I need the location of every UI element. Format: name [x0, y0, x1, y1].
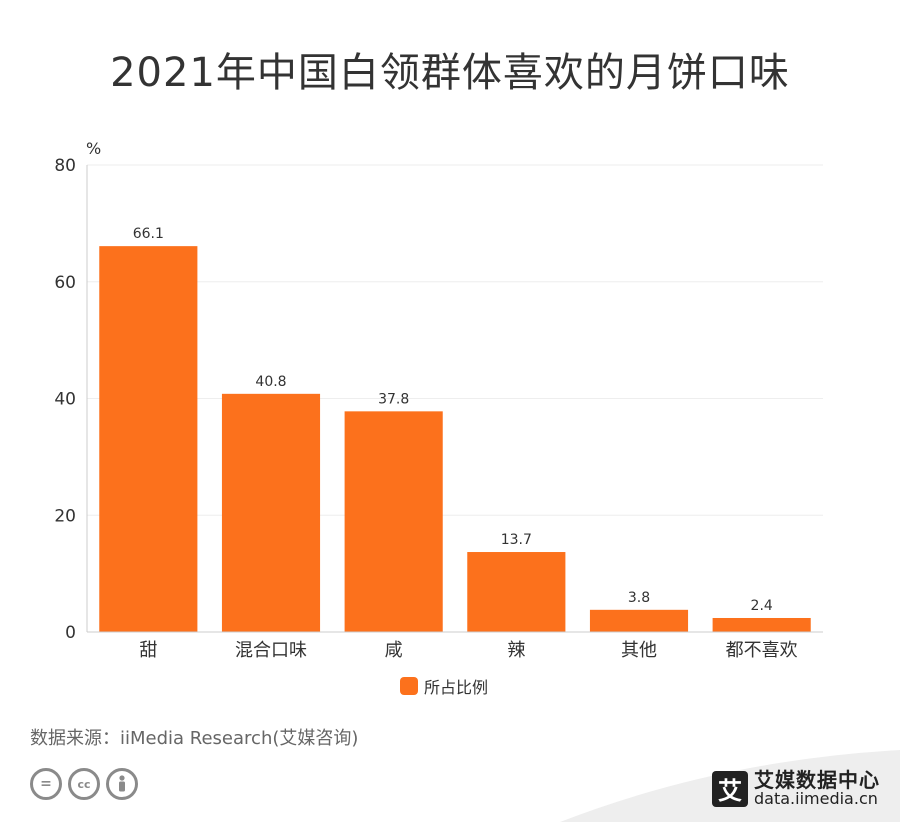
legend-swatch	[400, 677, 418, 695]
bar-chart: % 0 20 40 60 80 66.1 甜 40.8 混合口味 37.8 咸 13.7 辣 3.8 其他 2.…	[54, 139, 823, 661]
license-icons: = cc	[30, 768, 138, 800]
bar	[467, 552, 566, 632]
y-tick-label: 80	[54, 156, 76, 176]
legend[interactable]: 所占比例	[400, 676, 489, 697]
brand[interactable]: 艾 艾媒数据中心 data.iimedia.cn	[712, 770, 880, 808]
chart-area: % 0 20 40 60 80 66.1 甜 40.8 混合口味 37.8 咸 13.7 辣 3.8 其他 2.…	[0, 130, 900, 710]
bar	[589, 609, 689, 632]
bar	[344, 411, 443, 632]
x-tick-label: 辣	[507, 640, 525, 661]
y-tick-label: 40	[54, 390, 76, 410]
data-label: 66.1	[133, 226, 164, 242]
brand-logo-icon: 艾	[712, 770, 748, 807]
data-label: 2.4	[751, 598, 773, 614]
brand-url: data.iimedia.cn	[754, 789, 878, 808]
data-label: 3.8	[628, 590, 650, 606]
y-tick-label: 20	[54, 506, 76, 526]
y-tick-label: 60	[54, 273, 76, 293]
source-note: 数据来源：iiMedia Research(艾媒咨询)	[30, 728, 359, 749]
chart-title: 2021年中国白领群体喜欢的月饼口味	[110, 50, 790, 96]
x-tick-label: 甜	[139, 640, 157, 661]
x-tick-label: 咸	[385, 640, 403, 661]
y-tick-label: 0	[65, 623, 76, 643]
cc-icon: cc	[68, 768, 100, 800]
equals-icon: =	[30, 768, 62, 800]
bar	[99, 246, 198, 633]
data-label: 13.7	[501, 532, 532, 548]
person-icon	[106, 768, 138, 800]
data-label: 37.8	[378, 391, 409, 407]
bar	[712, 617, 811, 632]
bar	[221, 393, 321, 632]
x-tick-label: 都不喜欢	[726, 640, 798, 661]
x-tick-label: 其他	[621, 640, 657, 661]
x-tick-label: 混合口味	[235, 640, 307, 661]
brand-name: 艾媒数据中心	[754, 768, 880, 792]
legend-label: 所占比例	[424, 678, 489, 697]
data-label: 40.8	[255, 374, 286, 390]
y-axis-unit-label: %	[86, 139, 101, 158]
